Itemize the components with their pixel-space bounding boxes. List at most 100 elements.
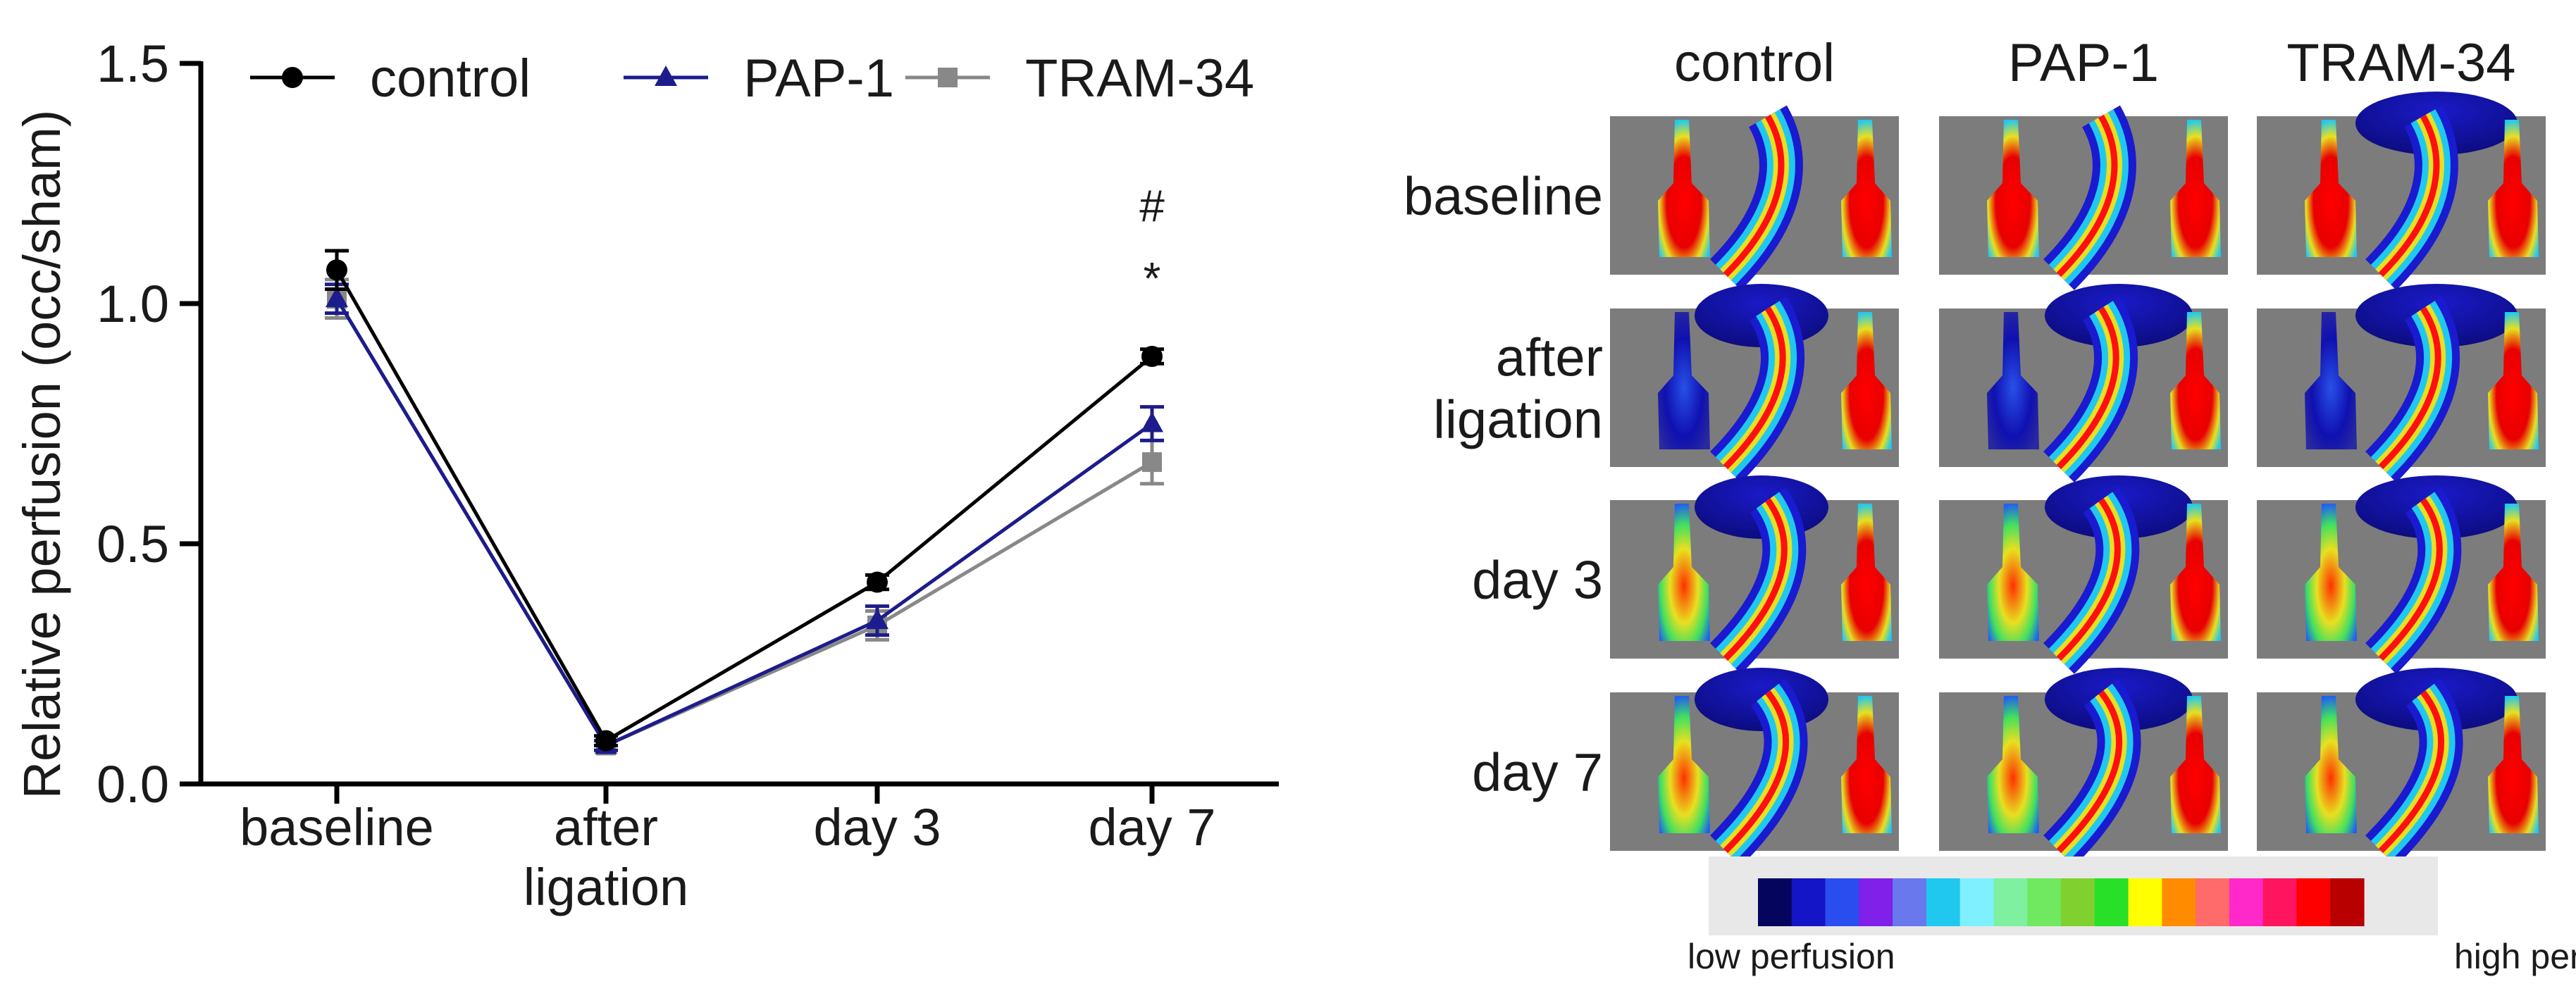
annotation-mark: # — [1139, 181, 1165, 232]
color-swatch — [2262, 878, 2298, 926]
paw-left — [1658, 120, 1710, 257]
column-label: TRAM-34 — [2286, 33, 2515, 93]
vessel-core — [2056, 498, 2121, 661]
paw-right — [2170, 120, 2221, 257]
legend-label: PAP-1 — [743, 49, 894, 108]
perfusion-image — [1610, 105, 1899, 290]
vessel-core — [2378, 306, 2441, 470]
vessel-core — [2378, 690, 2444, 854]
paw-right — [2488, 696, 2539, 833]
perfusion-image — [1939, 284, 2228, 482]
legend-label: control — [370, 49, 531, 108]
color-swatch — [2330, 878, 2365, 926]
perfusion-image — [1939, 475, 2228, 674]
perfusion-image — [1939, 668, 2228, 866]
color-swatch — [1893, 878, 1927, 926]
row-label: day 3 — [1472, 551, 1603, 611]
paw-left — [1987, 504, 2039, 641]
series-tram-34 — [325, 278, 1164, 756]
color-swatch — [1859, 878, 1893, 926]
legend-marker — [938, 68, 958, 87]
y-axis: 0.0 0.5 1.0 1.5 — [97, 35, 204, 814]
data-point — [866, 609, 888, 630]
y-tick-label: 0.0 — [97, 755, 169, 814]
color-scale-swatches — [1758, 878, 2365, 926]
perfusion-image — [1939, 105, 2228, 290]
vessel-core — [2378, 498, 2443, 661]
vessel-core — [2056, 114, 2118, 278]
paw-left — [1658, 312, 1710, 449]
vessel-core — [1723, 306, 1786, 470]
perfusion-image — [1610, 475, 1899, 674]
color-swatch — [1926, 878, 1961, 926]
x-tick-label: baseline — [240, 798, 434, 856]
paw-left — [1987, 696, 2039, 833]
color-swatch — [1758, 878, 1792, 926]
data-point — [1141, 346, 1163, 368]
series-control — [325, 249, 1164, 752]
data-point — [1142, 452, 1162, 473]
high-perfusion-label: high perfusion — [2454, 937, 2576, 976]
paw-left — [1658, 696, 1710, 833]
vessel-core — [2056, 690, 2122, 854]
data-point — [867, 571, 888, 593]
data-point — [1141, 411, 1163, 432]
color-swatch — [2296, 878, 2331, 926]
legend-marker — [282, 67, 303, 88]
paw-right — [2170, 504, 2221, 641]
paw-left — [1658, 504, 1710, 641]
paw-right — [2488, 312, 2539, 449]
paw-right — [2488, 504, 2539, 641]
paw-left — [1987, 120, 2039, 257]
column-labels: control PAP-1 TRAM-34 — [1674, 33, 2516, 93]
y-axis-title: Relative perfusion (occ/sham) — [13, 110, 71, 799]
paw-left — [2305, 120, 2357, 257]
annotation-mark: * — [1144, 253, 1161, 304]
series-layer — [325, 249, 1164, 756]
low-perfusion-label: low perfusion — [1688, 937, 1895, 976]
perfusion-image — [1610, 668, 1899, 866]
color-swatch — [2162, 878, 2196, 926]
series-line — [335, 297, 1153, 748]
row-label: ligation — [1433, 390, 1603, 450]
legend-marker — [655, 66, 677, 86]
row-label: day 7 — [1472, 743, 1603, 803]
perfusion-image-panel: control PAP-1 TRAM-34 baseline afterligatio… — [1404, 33, 2576, 976]
paw-right — [1841, 120, 1892, 257]
column-label: control — [1674, 33, 1835, 93]
color-swatch — [2061, 878, 2095, 926]
data-point — [595, 730, 617, 752]
legend-label: TRAM-34 — [1025, 49, 1254, 108]
legend-item: TRAM-34 — [905, 49, 1254, 108]
vessel-core — [1723, 690, 1789, 854]
data-point — [326, 287, 348, 308]
perfusion-image — [2257, 475, 2546, 674]
series-pap-1 — [325, 282, 1164, 754]
row-label: baseline — [1404, 167, 1603, 227]
vessel-core — [1723, 114, 1785, 278]
x-tick-label: ligation — [524, 858, 689, 916]
paw-right — [2170, 312, 2221, 449]
paw-left — [1987, 312, 2039, 449]
color-swatch — [1959, 878, 1995, 926]
y-tick-label: 0.5 — [97, 515, 169, 573]
legend-item: PAP-1 — [624, 49, 894, 108]
vessel-core — [2378, 114, 2440, 278]
series-line — [335, 297, 1153, 748]
y-tick-label: 1.0 — [97, 275, 169, 333]
paw-right — [1841, 312, 1892, 449]
x-tick-label: day 7 — [1088, 798, 1215, 856]
color-swatch — [2229, 878, 2264, 926]
perfusion-image — [1610, 284, 1899, 482]
paw-right — [1841, 696, 1892, 833]
paw-left — [2305, 504, 2357, 641]
paw-right — [2488, 120, 2539, 257]
perfusion-image — [2257, 284, 2546, 482]
legend-item: control — [250, 49, 531, 108]
y-tick-label: 1.5 — [97, 35, 169, 93]
color-swatch — [2128, 878, 2162, 926]
paw-left — [2305, 312, 2357, 449]
